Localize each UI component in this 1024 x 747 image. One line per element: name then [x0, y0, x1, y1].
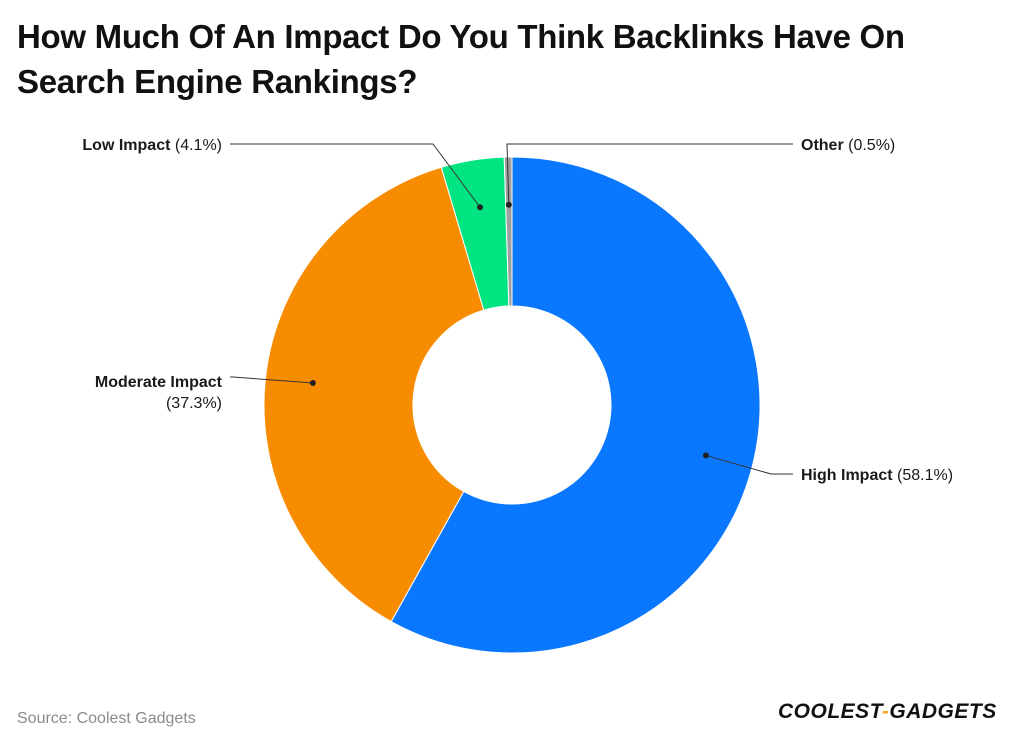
slice-label-percent: (4.1%): [170, 137, 222, 154]
source-note: Source: Coolest Gadgets: [17, 710, 196, 727]
slice-label-name: Other: [801, 137, 844, 154]
leader-line-other: [506, 143, 793, 205]
donut-chart: High Impact (58.1%) Moderate Impact (37.3%…: [82, 137, 953, 654]
slice-moderate-impact: [263, 166, 485, 623]
slice-labels-group: High Impact (58.1%) Moderate Impact (37.3%…: [82, 137, 953, 484]
slice-label-percent: (37.3%): [166, 395, 222, 412]
brand-logo-part1: COOLEST: [778, 700, 882, 723]
slice-high-impact: [390, 156, 761, 654]
leader-dot-high-impact: [702, 452, 709, 459]
slices-group: [263, 156, 761, 654]
slice-label-moderate-impact: Moderate Impact (37.3%): [95, 374, 223, 412]
leader-lines-group: [230, 143, 793, 475]
leader-line-high-impact: [705, 454, 793, 475]
slice-label-name: Moderate Impact: [95, 374, 223, 391]
leader-dot-low-impact: [477, 204, 484, 211]
slice-label-low-impact: Low Impact (4.1%): [82, 137, 222, 154]
brand-logo-separator: -: [881, 700, 890, 723]
leader-dot-other: [505, 201, 512, 208]
slice-label-name: High Impact: [801, 467, 893, 484]
brand-logo-part2: GADGETS: [889, 700, 997, 723]
brand-logo: COOLEST-GADGETS: [778, 700, 997, 724]
slice-label-name: Low Impact: [82, 137, 171, 154]
chart-title: How Much Of An Impact Do You Think Backl…: [17, 18, 905, 100]
leader-line-low-impact: [230, 143, 481, 208]
leader-dot-moderate-impact: [309, 380, 316, 387]
slice-label-high-impact: High Impact (58.1%): [801, 467, 953, 484]
slice-label-percent: (58.1%): [893, 467, 953, 484]
slice-label-other: Other (0.5%): [801, 137, 895, 154]
slice-label-percent: (0.5%): [844, 137, 896, 154]
leader-line-moderate-impact: [230, 376, 313, 384]
slice-other: [503, 156, 513, 307]
